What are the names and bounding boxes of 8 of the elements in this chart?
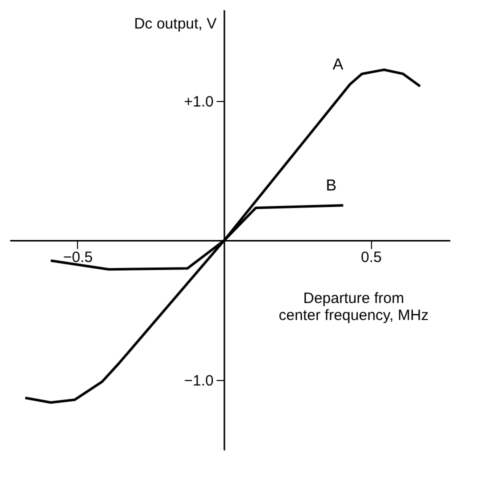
x-tick-label: 0.5 <box>360 248 382 266</box>
y-tick-label: −1.0 <box>184 372 214 390</box>
x-tick-label: −0.5 <box>63 248 93 266</box>
y-tick-label: +1.0 <box>184 93 214 110</box>
y-axis-title: Dc output, V <box>134 16 217 32</box>
series-label: B <box>326 177 337 194</box>
x-axis-title: Departure from center frequency, MHz <box>278 290 429 324</box>
series-label: A <box>332 56 344 74</box>
